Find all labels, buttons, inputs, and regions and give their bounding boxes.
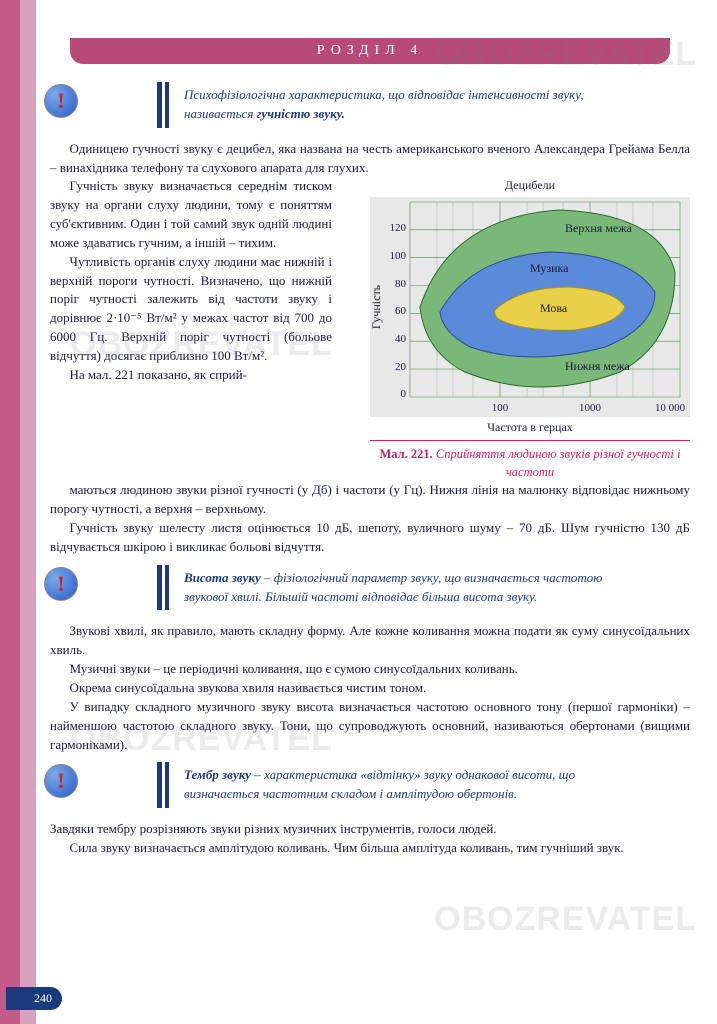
two-column-area: Гучність звуку визначається середнім тис… [50,177,690,481]
paragraph: Одиницею гучності звуку є децибел, яка н… [50,140,690,178]
paragraph: На мал. 221 показано, як сприй- [50,366,332,385]
page-number: 240 [6,987,62,1010]
callout-box: Тембр звуку – характеристика «відтінку» … [165,762,635,808]
region-label-speech: Мова [540,301,568,315]
chart-caption: Мал. 221. Сприйняття людиною звуків різн… [370,440,690,481]
callout-term: Тембр звуку [184,767,251,782]
svg-text:1000: 1000 [579,402,602,414]
caption-label: Мал. 221. [380,447,433,461]
watermark: OBOZREVATEL [434,895,697,944]
paragraph: Завдяки тембру розрізняють звуки різних … [50,820,690,839]
exclamation-icon [44,84,78,118]
chart-x-label: Частота в герцах [370,419,690,436]
chapter-header: РОЗДІЛ 4 [70,38,670,64]
paragraph: Гучність звуку шелесту листя оцінюється … [50,519,690,557]
callout-box: Висота звуку – фізіологічний параметр зв… [165,565,635,611]
callout-term: Висота звуку [184,570,261,585]
caption-text: Сприйняття людиною звуків різної гучност… [433,447,681,479]
svg-text:0: 0 [401,388,407,400]
paragraph: Чутливість органів слуху людини має нижн… [50,253,332,366]
paragraph: У випадку складного музичного звуку висо… [50,698,690,755]
region-label-lower: Нижня межа [565,359,631,373]
hearing-chart: Децибели [370,177,690,481]
svg-text:60: 60 [395,305,407,317]
svg-text:20: 20 [395,361,407,373]
chart-y-label: Гучність [370,284,383,329]
svg-text:100: 100 [390,250,407,262]
exclamation-icon [44,764,78,798]
paragraph: Звукові хвилі, як правило, мають складну… [50,622,690,660]
callout-text: Психофізіологічна характеристика, що від… [184,87,584,121]
paragraph: Окрема синусоїдальна звукова хвиля назив… [50,679,690,698]
chart-y-top-label: Децибели [370,177,690,194]
svg-text:40: 40 [395,333,407,345]
callout-term: гучністю звуку. [257,106,345,121]
paragraph: Гучність звуку визначається середнім тис… [50,177,332,252]
svg-text:100: 100 [492,402,509,414]
page-content: РОЗДІЛ 4 Психофізіологічна характеристик… [50,38,690,858]
paragraph: маються людиною звуки різної гучності (у… [50,481,690,519]
exclamation-icon [44,567,78,601]
left-margin-stripe [0,0,36,1024]
svg-text:80: 80 [395,278,407,290]
region-label-music: Музика [530,261,569,275]
region-label-upper: Верхня межа [565,221,632,235]
svg-text:10 000: 10 000 [655,402,686,414]
callout-timbre: Тембр звуку – характеристика «відтінку» … [50,762,690,808]
callout-box: Психофізіологічна характеристика, що від… [165,82,635,128]
svg-text:120: 120 [390,222,407,234]
paragraph: Сила звуку визначається амплітудою колив… [50,839,690,858]
callout-loudness: Психофізіологічна характеристика, що від… [50,82,690,128]
paragraph: Музичні звуки – це періодичні коливання,… [50,660,690,679]
chart-svg: Верхня межа Музика Мова Нижня межа 0 20 … [370,197,690,417]
left-text-column: Гучність звуку визначається середнім тис… [50,177,332,384]
callout-pitch: Висота звуку – фізіологічний параметр зв… [50,565,690,611]
